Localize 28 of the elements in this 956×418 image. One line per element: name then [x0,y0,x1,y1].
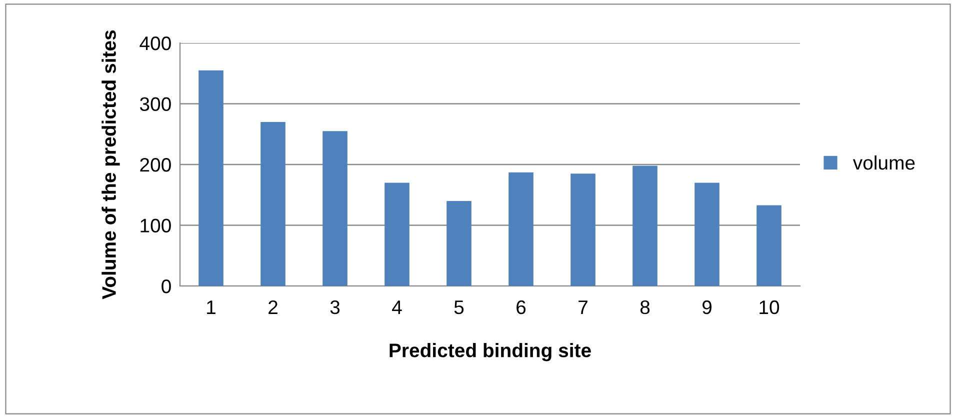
y-tick-label: 100 [140,218,171,232]
x-tick-label: 4 [392,300,402,314]
y-axis-title: Volume of the predicted sites [102,30,120,300]
x-tick-label: 5 [454,300,464,314]
bar [694,182,720,286]
x-tick-label: 1 [207,300,216,314]
bar [756,205,782,286]
x-tick-label: 8 [640,300,650,314]
y-tick-label: 300 [140,97,171,111]
y-tick-label: 0 [162,279,171,294]
x-tick-label: 6 [516,300,526,314]
bar [446,200,472,286]
x-tick-label: 9 [702,300,712,314]
x-tick-label: 3 [330,300,340,314]
legend-label: volume [852,155,915,170]
y-tick-label: 400 [140,36,171,50]
bar [570,174,596,286]
bar [632,166,658,286]
bar [322,131,348,286]
x-tick-label: 7 [578,300,588,314]
x-tick-label: 10 [760,300,780,314]
bar [198,70,224,286]
bar [508,172,534,286]
bar [260,122,286,286]
x-tick-label: 2 [268,300,278,314]
x-axis-title: Predicted binding site [390,343,591,362]
bar [384,182,410,286]
y-tick-label: 200 [140,158,171,172]
